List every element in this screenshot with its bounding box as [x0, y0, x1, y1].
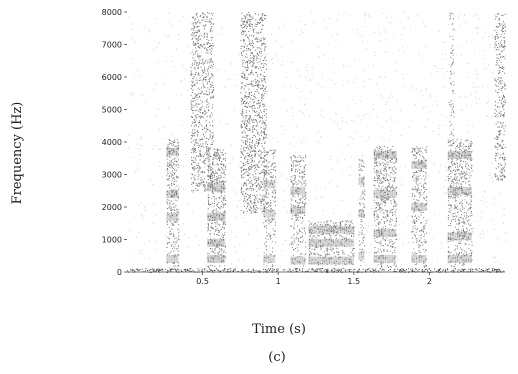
spectrogram-region [357, 158, 366, 267]
plot-area [127, 12, 507, 273]
spectrogram-region [410, 145, 428, 268]
y-tick-label: 0 [117, 268, 122, 277]
spectrogram-region [166, 138, 180, 268]
x-tick-label: 2 [427, 277, 432, 286]
x-tick-label: 0.5 [196, 277, 209, 286]
y-axis-label: Frequency (Hz) [10, 102, 25, 205]
y-tick-label: 3000 [102, 171, 122, 180]
spectrogram-region [240, 12, 267, 214]
spectrogram-region [447, 138, 473, 268]
spectrogram-region [373, 145, 398, 268]
y-tick-label: 7000 [102, 41, 122, 50]
spectrogram-region [190, 12, 215, 192]
axes: 0.5 1 1.5 2 0 1000 2000 3000 4000 5000 6000 7000 800… [102, 8, 505, 286]
y-tick-label: 5000 [102, 106, 122, 115]
spectrogram-region [449, 12, 455, 143]
spectrogram-region [127, 268, 505, 273]
y-tick-label: 6000 [102, 73, 122, 82]
spectrogram-region [494, 13, 506, 181]
y-tick-label: 4000 [102, 138, 122, 147]
y-tick-label: 1000 [102, 236, 122, 245]
y-tick-label: 8000 [102, 8, 122, 17]
x-tick-label: 1 [276, 277, 281, 286]
spectrogram-region [206, 148, 227, 268]
spectrogram-region [308, 220, 355, 266]
figure-caption: (c) [268, 350, 285, 365]
x-tick-label: 1.5 [347, 277, 360, 286]
spectrogram-region [289, 155, 307, 267]
y-tick-label: 2000 [102, 203, 122, 212]
x-axis-label: Time (s) [252, 322, 306, 337]
spectrogram-region [262, 148, 277, 268]
